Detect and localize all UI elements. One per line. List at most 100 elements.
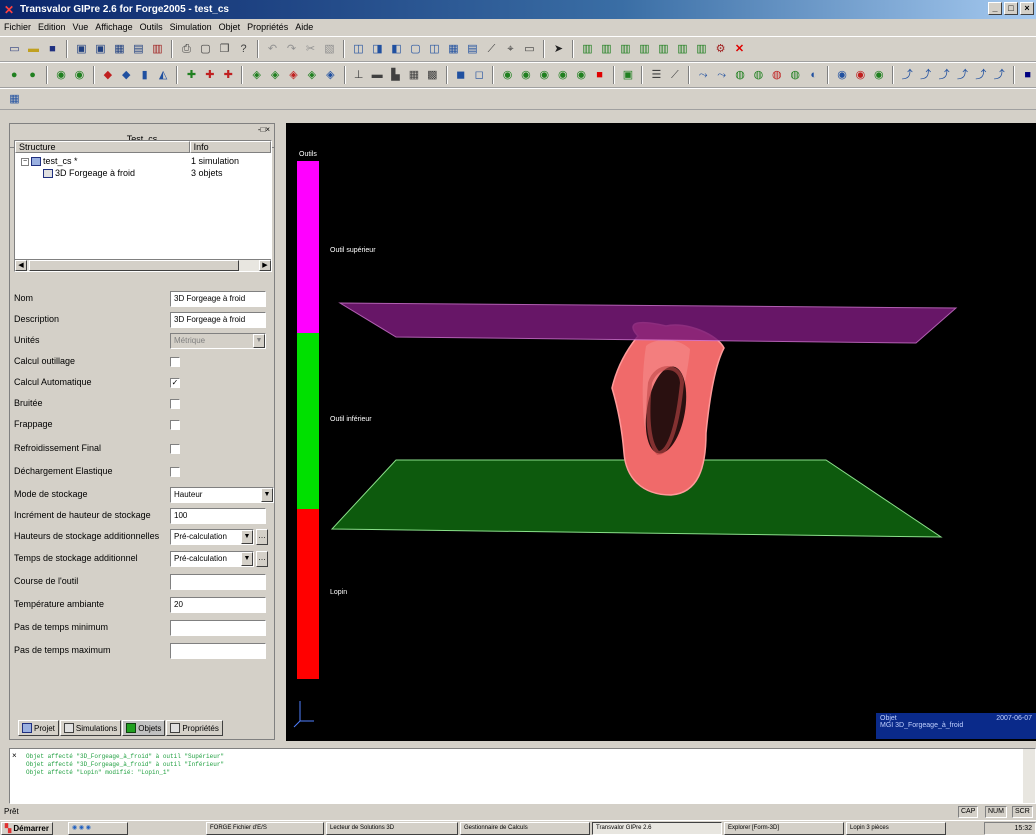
- tab-simulations[interactable]: Simulations: [59, 720, 122, 736]
- view-side-icon[interactable]: ◨: [372, 42, 383, 55]
- window-titlebar[interactable]: ✕ Transvalor GIPre 2.6 for Forge2005 - t…: [0, 0, 1036, 19]
- layers-icon[interactable]: ▮: [141, 68, 148, 81]
- scroll-left-icon[interactable]: ◀: [15, 260, 27, 271]
- help-icon[interactable]: ?: [240, 42, 247, 55]
- print-icon[interactable]: ⎙: [182, 42, 191, 55]
- panel-icon[interactable]: ■: [1024, 68, 1032, 81]
- tree-row-simulation[interactable]: 3D Forgeage à froid 3 objets: [15, 167, 271, 179]
- delete-icon[interactable]: ✕: [734, 42, 745, 55]
- layout-3-icon[interactable]: ▥: [620, 42, 631, 55]
- anim-5-icon[interactable]: ◍: [772, 68, 782, 81]
- collapse-icon[interactable]: −: [21, 157, 29, 166]
- render-2-icon[interactable]: ◉: [855, 68, 866, 81]
- min-timestep-field[interactable]: [170, 620, 266, 636]
- tree-row-project[interactable]: − test_cs * 1 simulation: [15, 155, 271, 167]
- chevron-down-icon[interactable]: ▼: [241, 530, 253, 544]
- cut-icon[interactable]: ✂: [305, 42, 316, 55]
- solid-icon[interactable]: ◼: [456, 68, 466, 81]
- screenshot-icon[interactable]: ▣: [622, 68, 634, 81]
- description-field[interactable]: 3D Forgeage à froid: [170, 312, 266, 328]
- taskbar-item-6[interactable]: Lopin 3 pièces: [846, 822, 946, 835]
- add-die-icon[interactable]: ✚: [186, 68, 197, 81]
- more-button[interactable]: …: [256, 551, 268, 567]
- scroll-thumb[interactable]: [29, 260, 239, 271]
- list-icon[interactable]: ☰: [651, 68, 662, 81]
- anim-7-icon[interactable]: ◐: [810, 68, 817, 81]
- storage-mode-select[interactable]: Hauteur ▼: [170, 487, 274, 503]
- minimize-button[interactable]: _: [988, 2, 1002, 15]
- copy-icon[interactable]: ❐: [219, 42, 230, 55]
- elastic-unload-checkbox[interactable]: [170, 467, 180, 477]
- maximize-button[interactable]: □: [1004, 2, 1018, 15]
- scroll-right-icon[interactable]: ▶: [259, 260, 271, 271]
- menu-view[interactable]: Vue: [72, 22, 89, 32]
- 3d-viewport[interactable]: Outils Outil supérieur Outil inférieur L…: [286, 123, 1036, 741]
- grid-toggle-icon[interactable]: ▦: [9, 92, 20, 105]
- bruitee-checkbox[interactable]: [170, 399, 180, 409]
- tree-col-info[interactable]: Info: [189, 141, 271, 153]
- layout-6-icon[interactable]: ▥: [677, 42, 688, 55]
- menu-display[interactable]: Affichage: [95, 22, 133, 32]
- object-3-icon[interactable]: ◈: [289, 68, 298, 81]
- label-upper-die[interactable]: Outil supérieur: [330, 247, 376, 254]
- taskbar-item-2[interactable]: Lecteur de Solutions 3D: [326, 822, 458, 835]
- upper-die-icon[interactable]: ⊥: [353, 68, 364, 81]
- taskbar-item-3[interactable]: Gestionnaire de Calculs: [460, 822, 590, 835]
- shade-4-icon[interactable]: ◉: [557, 68, 568, 81]
- anim-6-icon[interactable]: ◍: [790, 68, 801, 81]
- layout-4-icon[interactable]: ▥: [639, 42, 650, 55]
- chevron-down-icon[interactable]: ▼: [241, 552, 253, 566]
- add-billet-icon[interactable]: ✚: [223, 68, 233, 81]
- menu-help[interactable]: Aide: [295, 22, 314, 32]
- taskbar-item-5[interactable]: Explorer [Form-3D]: [724, 822, 844, 835]
- curve-5-icon[interactable]: ⤴: [975, 68, 987, 81]
- curve-4-icon[interactable]: ⤴: [956, 68, 968, 81]
- mesh-view-icon[interactable]: ▦: [408, 68, 420, 81]
- view-table-icon[interactable]: ▤: [467, 42, 478, 55]
- tab-properties[interactable]: Propriétés: [166, 720, 223, 736]
- label-lower-die[interactable]: Outil inférieur: [330, 416, 372, 423]
- menu-file[interactable]: Fichier: [4, 22, 32, 32]
- fit-icon[interactable]: ◆: [103, 68, 113, 81]
- clock[interactable]: 15:32: [1014, 825, 1032, 832]
- tool-icon[interactable]: ▥: [152, 42, 163, 55]
- view-box-icon[interactable]: ▢: [410, 42, 421, 55]
- zoom-out-icon[interactable]: ●: [29, 68, 36, 81]
- auto-calc-checkbox[interactable]: ✓: [170, 378, 180, 388]
- align-icon[interactable]: ◭: [158, 68, 168, 81]
- max-timestep-field[interactable]: [170, 643, 266, 659]
- anim-3-icon[interactable]: ◍: [735, 68, 745, 81]
- redo-icon[interactable]: ↷: [286, 42, 297, 55]
- object-2-icon[interactable]: ◈: [270, 68, 280, 81]
- box-select-icon[interactable]: ▭: [524, 42, 535, 55]
- settings-icon[interactable]: ⚙: [715, 42, 726, 55]
- import-icon[interactable]: ▣: [76, 42, 87, 55]
- axes-icon[interactable]: ⌖: [507, 42, 514, 55]
- shade-5-icon[interactable]: ◉: [576, 68, 586, 81]
- menu-edit[interactable]: Edition: [38, 22, 66, 32]
- render-1-icon[interactable]: ◉: [837, 68, 847, 81]
- tree-hscrollbar[interactable]: ◀ ▶: [15, 259, 271, 271]
- shade-3-icon[interactable]: ◉: [539, 68, 550, 81]
- tool-calc-checkbox[interactable]: [170, 357, 180, 367]
- view-top-icon[interactable]: ◧: [391, 42, 402, 55]
- object-5-icon[interactable]: ◈: [326, 68, 335, 81]
- curve-6-icon[interactable]: ⤴: [993, 68, 1005, 81]
- layout-2-icon[interactable]: ▥: [601, 42, 612, 55]
- wire-icon[interactable]: ◻: [474, 68, 484, 81]
- view-split-icon[interactable]: ◫: [429, 42, 440, 55]
- tab-project[interactable]: Projet: [18, 720, 59, 736]
- rotate-icon[interactable]: ◉: [56, 68, 66, 81]
- close-button[interactable]: ×: [1020, 2, 1034, 15]
- shade-1-icon[interactable]: ◉: [502, 68, 513, 81]
- object-1-icon[interactable]: ◈: [252, 68, 261, 81]
- ambient-temp-field[interactable]: 20: [170, 597, 266, 613]
- tool-stroke-field[interactable]: [170, 574, 266, 590]
- measure-icon[interactable]: ⟋: [487, 42, 496, 55]
- extra-heights-select[interactable]: Pré-calculation ▼: [170, 529, 254, 545]
- object-4-icon[interactable]: ◈: [307, 68, 317, 81]
- view-front-icon[interactable]: ◫: [353, 42, 364, 55]
- preview-icon[interactable]: ▢: [200, 42, 211, 55]
- start-button[interactable]: ▚ Démarrer: [1, 822, 53, 835]
- anim-2-icon[interactable]: ⤳: [717, 68, 727, 81]
